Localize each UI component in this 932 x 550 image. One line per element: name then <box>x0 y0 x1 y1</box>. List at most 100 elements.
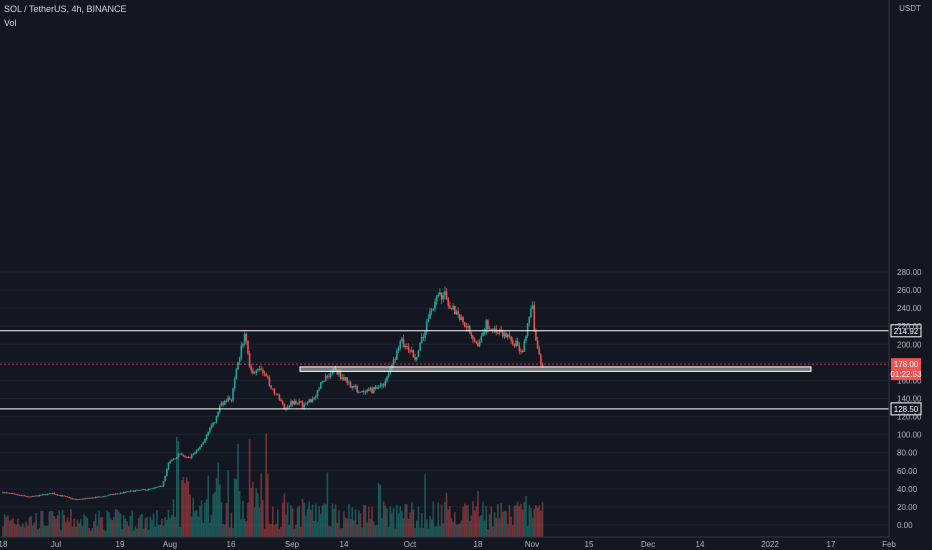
volume-bar <box>127 525 130 537</box>
volume-bar <box>79 519 82 537</box>
candle-body <box>467 326 469 328</box>
volume-bar <box>386 508 388 537</box>
candles <box>2 286 544 501</box>
volume-bar <box>13 523 16 537</box>
symbol-title[interactable]: SOL / TetherUS, 4h, BINANCE <box>4 4 127 14</box>
candle-body <box>518 345 521 351</box>
price-label-text: 214.92 <box>894 327 919 336</box>
candle-body <box>147 488 150 490</box>
candle-body <box>171 459 173 462</box>
volume-bar <box>171 515 173 537</box>
candle-body <box>341 377 344 379</box>
volume-bar <box>114 509 117 537</box>
candle-body <box>127 491 130 493</box>
volume-bar <box>260 473 262 537</box>
volume-bar <box>359 513 362 537</box>
volume-bar <box>328 525 330 537</box>
candle-body <box>35 495 37 497</box>
volume-bar <box>296 507 299 537</box>
volume-bar <box>521 509 524 537</box>
current-price-label: 178.00 <box>894 360 919 369</box>
volume-bar <box>15 524 18 537</box>
candle-body <box>541 363 544 367</box>
volume-bar <box>190 516 193 537</box>
volume-bar <box>468 520 471 537</box>
candle-body <box>270 385 272 389</box>
candle-body <box>419 343 421 351</box>
volume-bar <box>444 501 446 537</box>
volume-bar <box>162 526 165 537</box>
volume-bar <box>442 523 445 537</box>
candle-body <box>61 495 64 497</box>
candle-body <box>468 326 471 333</box>
candle-body <box>45 494 47 496</box>
volume-bar <box>91 528 94 537</box>
volume-bar <box>22 523 24 537</box>
volume-bar <box>70 509 72 537</box>
volume-bar <box>131 510 133 537</box>
volume-bar <box>212 494 214 537</box>
candle-body <box>349 382 352 388</box>
candle-body <box>407 346 410 351</box>
candle-body <box>506 334 509 338</box>
volume-bar <box>336 522 339 537</box>
volume-bar <box>265 433 267 537</box>
volume-bar <box>123 515 125 537</box>
volume-bar <box>237 444 239 537</box>
candle-body <box>33 495 36 497</box>
candle-body <box>78 499 80 501</box>
candle-body <box>319 382 322 389</box>
candle-body <box>187 456 190 458</box>
volume-bar <box>358 510 360 537</box>
volume-bar <box>146 517 148 537</box>
x-tick-label: 18 <box>474 540 483 549</box>
volume-bar <box>68 521 70 537</box>
candle-body <box>149 488 152 490</box>
candle-body <box>132 490 135 492</box>
volume-bar <box>50 510 52 537</box>
candle-body <box>227 397 229 402</box>
volume-bar <box>462 506 464 537</box>
volume-bar <box>506 524 509 537</box>
volume-bar <box>417 506 420 537</box>
candle-body <box>306 402 309 404</box>
volume-bar <box>351 507 354 537</box>
volume-bar <box>263 528 266 537</box>
candle-body <box>358 391 360 393</box>
candle-body <box>482 332 484 337</box>
volume-bar <box>66 517 69 537</box>
candle-body <box>291 401 294 405</box>
volume-bar <box>313 520 315 537</box>
volume-bar <box>184 483 186 537</box>
volume-bar <box>367 506 370 537</box>
volume-bar <box>232 528 234 537</box>
candle-body <box>531 305 534 309</box>
candle-body <box>58 495 61 496</box>
candle-body <box>38 494 41 497</box>
candle-body <box>245 333 248 341</box>
volume-bar <box>109 518 112 537</box>
candle-body <box>452 306 454 310</box>
volume-bar <box>424 474 426 537</box>
candle-body <box>275 393 277 395</box>
candle-body <box>123 491 125 494</box>
candle-body <box>166 469 168 476</box>
volume-bar <box>17 518 19 537</box>
y-tick-label: 60.00 <box>897 467 918 476</box>
candle-body <box>409 350 411 352</box>
candle-body <box>248 353 251 367</box>
volume-indicator-label[interactable]: Vol <box>4 18 17 28</box>
volume-bar <box>348 504 350 537</box>
x-tick-label: Feb <box>882 540 896 549</box>
volume-bar <box>167 509 170 537</box>
x-tick-label: 14 <box>696 540 705 549</box>
volume-bar <box>290 505 292 537</box>
candle-body <box>156 487 158 488</box>
volume-bar <box>334 504 337 537</box>
candle-body <box>267 376 269 378</box>
volume-bar <box>99 517 102 537</box>
volume-bar <box>300 526 302 537</box>
volume-bar <box>331 503 334 537</box>
volume-bar <box>215 478 218 537</box>
